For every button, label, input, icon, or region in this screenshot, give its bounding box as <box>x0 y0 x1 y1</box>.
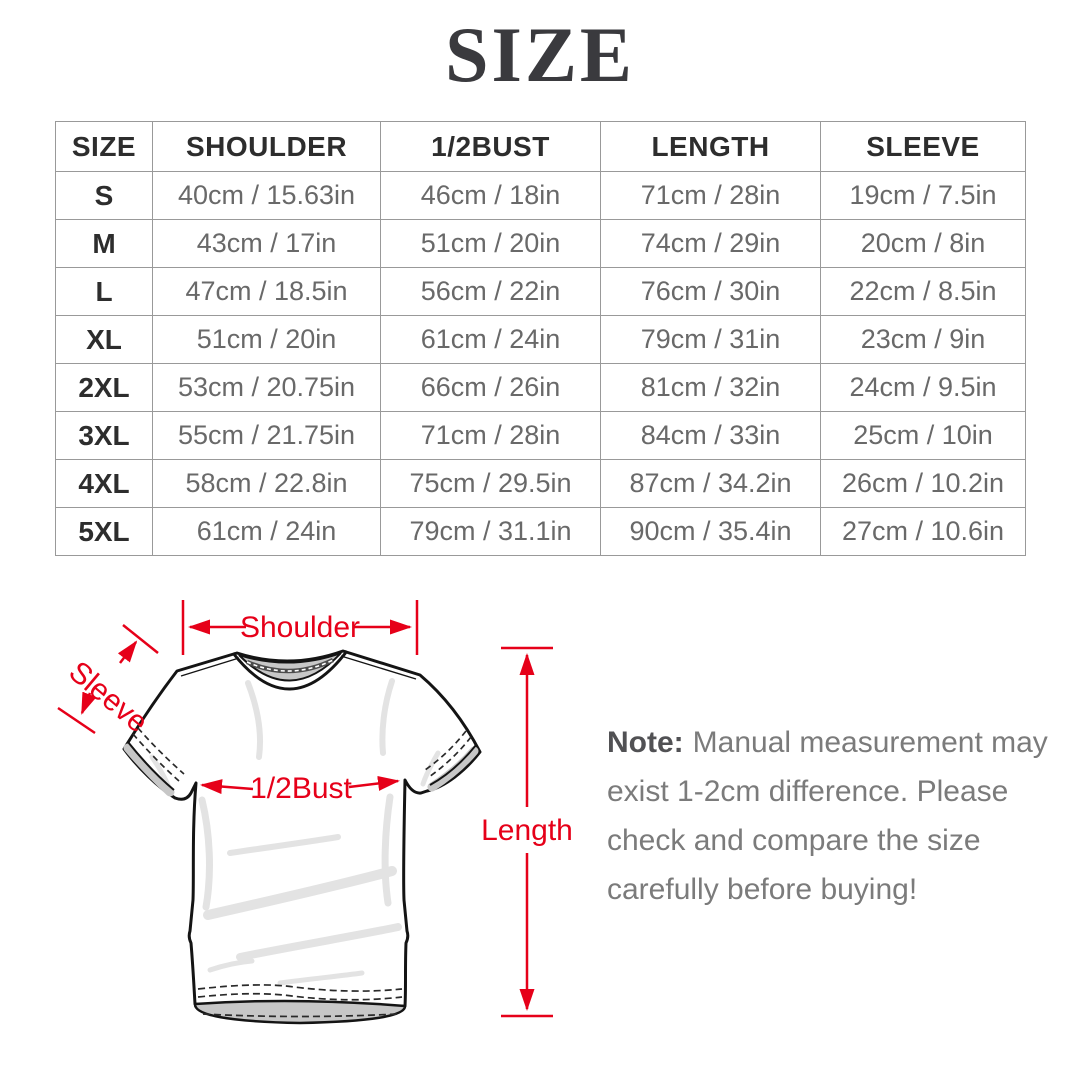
measurement-cell: 20cm / 8in <box>820 219 1026 268</box>
column-header-sleeve: SLEEVE <box>820 121 1026 172</box>
measurement-cell: 81cm / 32in <box>600 363 821 412</box>
size-cell: 3XL <box>55 411 153 460</box>
measurement-cell: 79cm / 31in <box>600 315 821 364</box>
measurement-cell: 24cm / 9.5in <box>820 363 1026 412</box>
measurement-cell: 26cm / 10.2in <box>820 459 1026 508</box>
measurement-cell: 84cm / 33in <box>600 411 821 460</box>
column-header-length: LENGTH <box>600 121 821 172</box>
hem <box>193 984 407 1025</box>
table-row: M 43cm / 17in 51cm / 20in 74cm / 29in 20… <box>55 219 1026 268</box>
measurement-cell: 55cm / 21.75in <box>152 411 381 460</box>
note: Note: Manual measurement may exist 1-2cm … <box>607 718 1057 914</box>
size-cell: S <box>55 171 153 220</box>
column-header-bust: 1/2BUST <box>380 121 601 172</box>
column-header-shoulder: SHOULDER <box>152 121 381 172</box>
measurement-cell: 46cm / 18in <box>380 171 601 220</box>
collar <box>180 650 417 691</box>
length-dimension-arrow <box>501 646 553 1018</box>
measurement-cell: 23cm / 9in <box>820 315 1026 364</box>
shoulder-label: Shoulder <box>240 611 360 644</box>
sleeve-dimension-arrow <box>57 624 159 735</box>
measurement-cell: 25cm / 10in <box>820 411 1026 460</box>
size-table: SIZE SHOULDER 1/2BUST LENGTH SLEEVE S 40… <box>55 121 1026 556</box>
table-row: S 40cm / 15.63in 46cm / 18in 71cm / 28in… <box>55 171 1026 220</box>
size-cell: 5XL <box>55 507 153 556</box>
half-bust-label: 1/2Bust <box>250 772 352 805</box>
measurement-cell: 22cm / 8.5in <box>820 267 1026 316</box>
size-cell: L <box>55 267 153 316</box>
size-cell: 2XL <box>55 363 153 412</box>
table-row: 5XL 61cm / 24in 79cm / 31.1in 90cm / 35.… <box>55 507 1026 556</box>
table-row: XL 51cm / 20in 61cm / 24in 79cm / 31in 2… <box>55 315 1026 364</box>
right-cuff <box>424 730 479 792</box>
left-cuff <box>123 727 185 797</box>
measurement-cell: 51cm / 20in <box>380 219 601 268</box>
measurement-cell: 19cm / 7.5in <box>820 171 1026 220</box>
size-cell: 4XL <box>55 459 153 508</box>
measurement-cell: 61cm / 24in <box>152 507 381 556</box>
measurement-cell: 79cm / 31.1in <box>380 507 601 556</box>
column-header-size: SIZE <box>55 121 153 172</box>
header-row: SIZE SHOULDER 1/2BUST LENGTH SLEEVE <box>55 121 1026 172</box>
measurement-cell: 40cm / 15.63in <box>152 171 381 220</box>
measurement-cell: 58cm / 22.8in <box>152 459 381 508</box>
measurement-cell: 87cm / 34.2in <box>600 459 821 508</box>
tshirt-illustration <box>122 649 482 1025</box>
table-row: 4XL 58cm / 22.8in 75cm / 29.5in 87cm / 3… <box>55 459 1026 508</box>
measurement-cell: 74cm / 29in <box>600 219 821 268</box>
sleeve-label: Sleeve <box>63 655 154 739</box>
measurement-cell: 90cm / 35.4in <box>600 507 821 556</box>
length-label: Length <box>481 814 573 847</box>
measurement-cell: 56cm / 22in <box>380 267 601 316</box>
table-row: L 47cm / 18.5in 56cm / 22in 76cm / 30in … <box>55 267 1026 316</box>
measurement-cell: 76cm / 30in <box>600 267 821 316</box>
size-cell: XL <box>55 315 153 364</box>
table-row: 3XL 55cm / 21.75in 71cm / 28in 84cm / 33… <box>55 411 1026 460</box>
note-text: Manual measurement may exist 1-2cm diffe… <box>607 726 1048 906</box>
measurement-cell: 27cm / 10.6in <box>820 507 1026 556</box>
bust-dimension-arrow <box>200 775 400 795</box>
page-title: SIZE <box>445 11 635 98</box>
note-label: Note: <box>607 726 684 759</box>
size-table-header: SIZE SHOULDER 1/2BUST LENGTH SLEEVE <box>55 121 1026 172</box>
measurement-cell: 66cm / 26in <box>380 363 601 412</box>
measurement-cell: 43cm / 17in <box>152 219 381 268</box>
measurement-cell: 53cm / 20.75in <box>152 363 381 412</box>
measurement-cell: 75cm / 29.5in <box>380 459 601 508</box>
measurement-cell: 71cm / 28in <box>600 171 821 220</box>
measurement-cell: 51cm / 20in <box>152 315 381 364</box>
measurement-cell: 71cm / 28in <box>380 411 601 460</box>
measurement-cell: 47cm / 18.5in <box>152 267 381 316</box>
measurement-cell: 61cm / 24in <box>380 315 601 364</box>
shoulder-dimension-arrow <box>181 600 419 655</box>
size-cell: M <box>55 219 153 268</box>
tshirt-measurement-diagram: Shoulder Sleeve 1/2Bust Length <box>57 600 573 1025</box>
table-row: 2XL 53cm / 20.75in 66cm / 26in 81cm / 32… <box>55 363 1026 412</box>
